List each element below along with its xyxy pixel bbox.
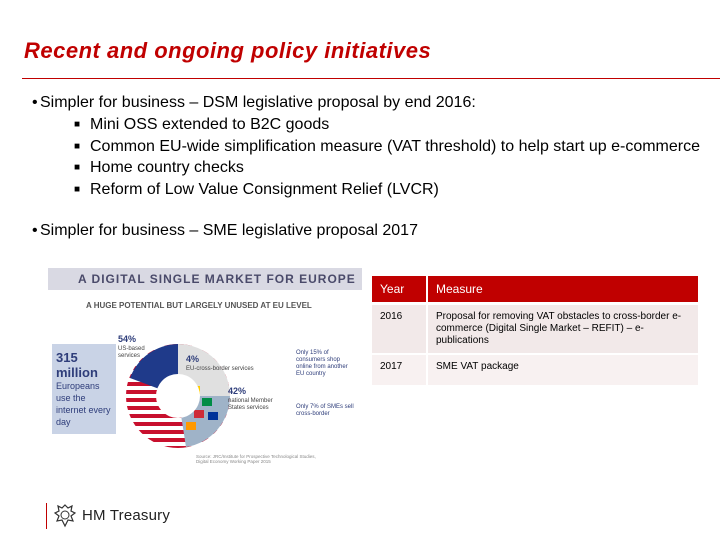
measures-table: Year Measure 2016 Proposal for removing … bbox=[372, 276, 698, 385]
royal-crest-icon bbox=[53, 504, 77, 528]
infographic-subtitle: A HUGE POTENTIAL BUT LARGELY UNUSED AT E… bbox=[86, 301, 312, 310]
bullet-2-text: Simpler for business – SME legislative p… bbox=[40, 222, 418, 239]
label-us: US-based services bbox=[118, 346, 145, 359]
square-bullet-icon: ■ bbox=[74, 119, 81, 130]
stat-small: Europeans use the internet every day bbox=[56, 381, 111, 427]
note-consumers: Only 15% of consumers shop online from a… bbox=[296, 350, 348, 377]
sub-bullet-item: ■ Mini OSS extended to B2C goods bbox=[74, 114, 720, 136]
bullet-1: • Simpler for business – DSM legislative … bbox=[32, 92, 720, 114]
title-divider bbox=[22, 78, 720, 79]
square-bullet-icon: ■ bbox=[74, 162, 81, 173]
footer-divider bbox=[46, 503, 47, 529]
table-header-row: Year Measure bbox=[372, 276, 698, 305]
bullet-1-text: Simpler for business – DSM legislative p… bbox=[40, 94, 476, 111]
bullet-2: • Simpler for business – SME legislative … bbox=[32, 220, 418, 242]
sub-bullet-item: ■ Home country checks bbox=[74, 157, 720, 179]
cell-year: 2016 bbox=[372, 303, 428, 355]
cell-year: 2017 bbox=[372, 354, 428, 385]
bullet-dot-icon: • bbox=[32, 222, 38, 239]
cell-measure: Proposal for removing VAT obstacles to c… bbox=[427, 303, 698, 355]
label-national: national Member States services bbox=[228, 398, 273, 411]
footer-org-name: HM Treasury bbox=[82, 507, 171, 524]
dsm-infographic: A DIGITAL SINGLE MARKET FOR EUROPE A HUG… bbox=[48, 264, 366, 476]
header-year: Year bbox=[372, 276, 428, 305]
pct-national: 42% bbox=[228, 386, 247, 396]
label-eu: EU-cross-border services bbox=[186, 366, 254, 372]
bullet-dot-icon: • bbox=[32, 94, 38, 111]
sub-bullet-item: ■ Common EU-wide simplification measure (… bbox=[74, 136, 720, 158]
pct-eu: 4% bbox=[186, 354, 200, 364]
pct-us: 54% bbox=[118, 334, 137, 344]
square-bullet-icon: ■ bbox=[74, 183, 81, 195]
header-measure: Measure bbox=[427, 276, 698, 305]
infographic-source: Source: JRC/Institute for Prospective Te… bbox=[196, 454, 316, 464]
cell-measure: SME VAT package bbox=[427, 354, 698, 385]
sub-bullet-list: ■ Mini OSS extended to B2C goods ■ Common … bbox=[32, 114, 720, 200]
table-row: 2017 SME VAT package bbox=[372, 354, 698, 385]
infographic-stat-box: 315 million Europeans use the internet e… bbox=[52, 344, 116, 434]
bullet-list: • Simpler for business – DSM legislative … bbox=[32, 92, 720, 200]
square-bullet-icon: ■ bbox=[74, 140, 81, 152]
table-row: 2016 Proposal for removing VAT obstacles… bbox=[372, 303, 698, 355]
infographic-banner: A DIGITAL SINGLE MARKET FOR EUROPE bbox=[48, 268, 362, 290]
slide-title: Recent and ongoing policy initiatives bbox=[24, 38, 432, 63]
sub-bullet-item: ■ Reform of Low Value Consignment Relief … bbox=[74, 179, 720, 201]
flag-donut-icon bbox=[126, 344, 230, 448]
note-smes: Only 7% of SMEs sell cross-border bbox=[296, 404, 354, 417]
stat-big: 315 million bbox=[56, 350, 98, 380]
